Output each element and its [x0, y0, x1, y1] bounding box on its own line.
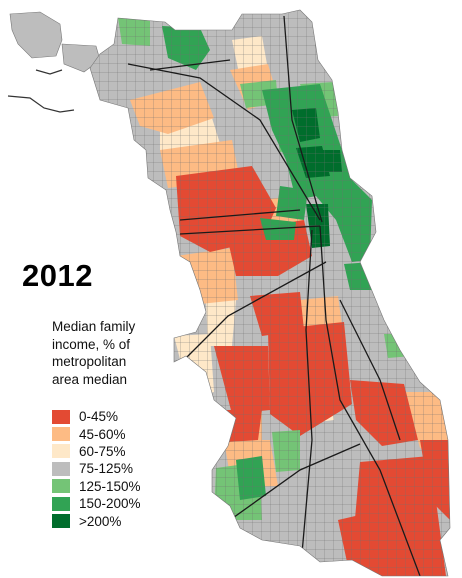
legend-title-line: Median family [52, 319, 136, 334]
legend-label: 75-125% [79, 461, 134, 477]
ohare-area [9, 11, 63, 59]
legend-label: >200% [79, 513, 122, 529]
legend-item: 45-60% [52, 425, 141, 442]
legend-item: 60-75% [52, 443, 141, 460]
legend-item: >200% [52, 512, 141, 529]
legend-swatch [52, 427, 70, 442]
legend-swatch [52, 461, 70, 476]
legend-title-line: area median [52, 371, 128, 387]
road-lines [127, 15, 421, 576]
legend-item: 0-45% [52, 408, 141, 425]
expressway-line [7, 69, 75, 113]
legend-item: 125-150% [52, 478, 141, 495]
legend-swatch [52, 444, 70, 459]
legend-title-line: metropolitan [52, 354, 127, 369]
legend-item: 150-200% [52, 495, 141, 512]
legend-label: 60-75% [79, 443, 126, 459]
legend-label: 45-60% [79, 426, 126, 442]
legend-label: 150-200% [79, 496, 141, 512]
map-legend: 0-45% 45-60% 60-75% 75-125% 125-150% 150… [52, 408, 141, 530]
legend-swatch [52, 496, 70, 511]
legend-title-line: income, % of [52, 336, 131, 352]
legend-swatch [52, 409, 70, 424]
legend-item: 75-125% [52, 460, 141, 477]
legend-swatch [52, 479, 70, 494]
legend-label: 125-150% [79, 478, 141, 494]
map-year-label: 2012 [22, 258, 93, 293]
legend-label: 0-45% [79, 409, 119, 425]
legend-title: Median family income, % of metropolitan … [52, 318, 135, 388]
legend-swatch [52, 514, 70, 529]
